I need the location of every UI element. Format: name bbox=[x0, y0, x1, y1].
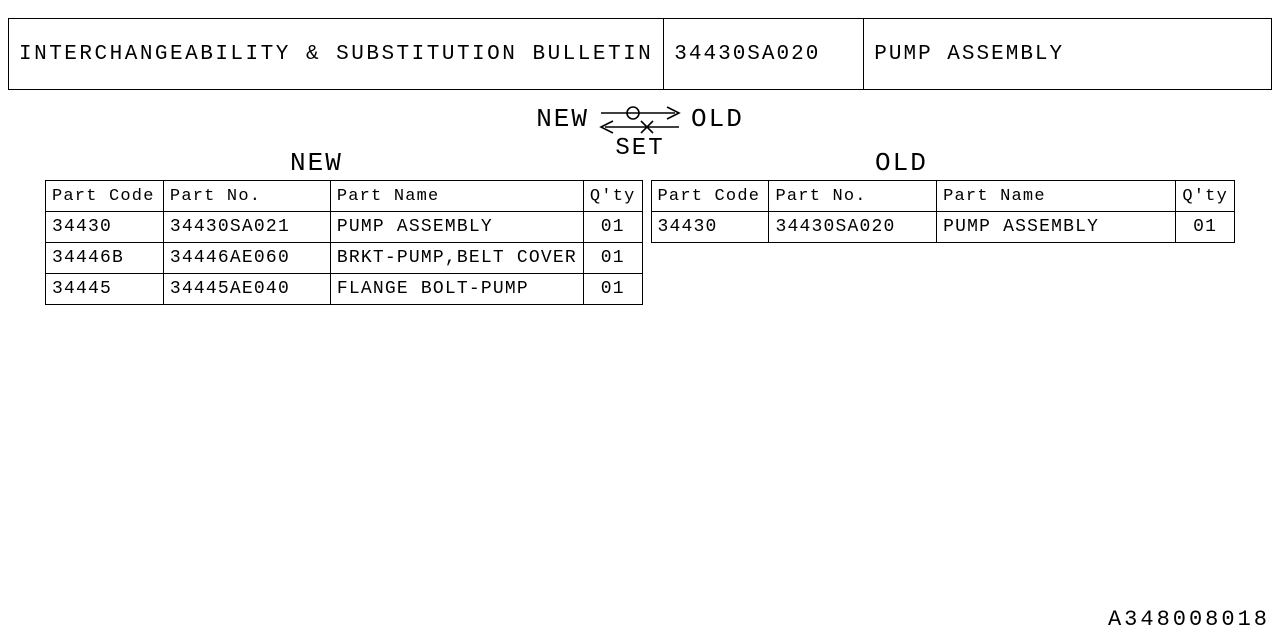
tables-container: Part Code Part No. Part Name Q'ty 34430 … bbox=[45, 180, 1235, 305]
relation-indicator: NEW OLD SET bbox=[0, 101, 1280, 162]
table-row: 34430 34430SA020 PUMP ASSEMBLY 01 bbox=[651, 212, 1234, 243]
col-header-no: Part No. bbox=[163, 181, 330, 212]
col-header-name: Part Name bbox=[330, 181, 583, 212]
relation-left-label: NEW bbox=[536, 104, 589, 134]
col-header-qty: Q'ty bbox=[1176, 181, 1235, 212]
drawing-id: A348008018 bbox=[1108, 607, 1270, 632]
cell-code: 34445 bbox=[46, 274, 164, 305]
header-bar: INTERCHANGEABILITY & SUBSTITUTION BULLET… bbox=[8, 18, 1272, 90]
old-parts-table: Part Code Part No. Part Name Q'ty 34430 … bbox=[651, 180, 1235, 243]
relation-right-label: OLD bbox=[691, 104, 744, 134]
table-row: 34430 34430SA021 PUMP ASSEMBLY 01 bbox=[46, 212, 643, 243]
page-root: INTERCHANGEABILITY & SUBSTITUTION BULLET… bbox=[0, 0, 1280, 640]
cell-code: 34430 bbox=[46, 212, 164, 243]
relation-set-label: SET bbox=[0, 135, 1280, 162]
table-header-row: Part Code Part No. Part Name Q'ty bbox=[651, 181, 1234, 212]
header-part-no: 34430SA020 bbox=[664, 19, 864, 89]
cell-qty: 01 bbox=[583, 212, 642, 243]
col-header-qty: Q'ty bbox=[583, 181, 642, 212]
col-header-no: Part No. bbox=[769, 181, 937, 212]
old-section-label: OLD bbox=[875, 148, 928, 178]
cell-qty: 01 bbox=[1176, 212, 1235, 243]
cell-no: 34445AE040 bbox=[163, 274, 330, 305]
table-row: 34445 34445AE040 FLANGE BOLT-PUMP 01 bbox=[46, 274, 643, 305]
col-header-code: Part Code bbox=[651, 181, 769, 212]
cell-no: 34430SA020 bbox=[769, 212, 937, 243]
cell-name: FLANGE BOLT-PUMP bbox=[330, 274, 583, 305]
cell-qty: 01 bbox=[583, 243, 642, 274]
header-part-desc: PUMP ASSEMBLY bbox=[864, 19, 1271, 89]
cell-no: 34446AE060 bbox=[163, 243, 330, 274]
cell-code: 34430 bbox=[651, 212, 769, 243]
relation-arrows-icon bbox=[597, 101, 683, 137]
cell-qty: 01 bbox=[583, 274, 642, 305]
cell-name: PUMP ASSEMBLY bbox=[937, 212, 1176, 243]
new-parts-table: Part Code Part No. Part Name Q'ty 34430 … bbox=[45, 180, 643, 305]
col-header-code: Part Code bbox=[46, 181, 164, 212]
arrows-svg bbox=[597, 101, 683, 137]
cell-name: BRKT-PUMP,BELT COVER bbox=[330, 243, 583, 274]
table-header-row: Part Code Part No. Part Name Q'ty bbox=[46, 181, 643, 212]
cell-name: PUMP ASSEMBLY bbox=[330, 212, 583, 243]
table-row: 34446B 34446AE060 BRKT-PUMP,BELT COVER 0… bbox=[46, 243, 643, 274]
col-header-name: Part Name bbox=[937, 181, 1176, 212]
cell-no: 34430SA021 bbox=[163, 212, 330, 243]
header-title: INTERCHANGEABILITY & SUBSTITUTION BULLET… bbox=[9, 19, 664, 89]
cell-code: 34446B bbox=[46, 243, 164, 274]
new-section-label: NEW bbox=[290, 148, 343, 178]
